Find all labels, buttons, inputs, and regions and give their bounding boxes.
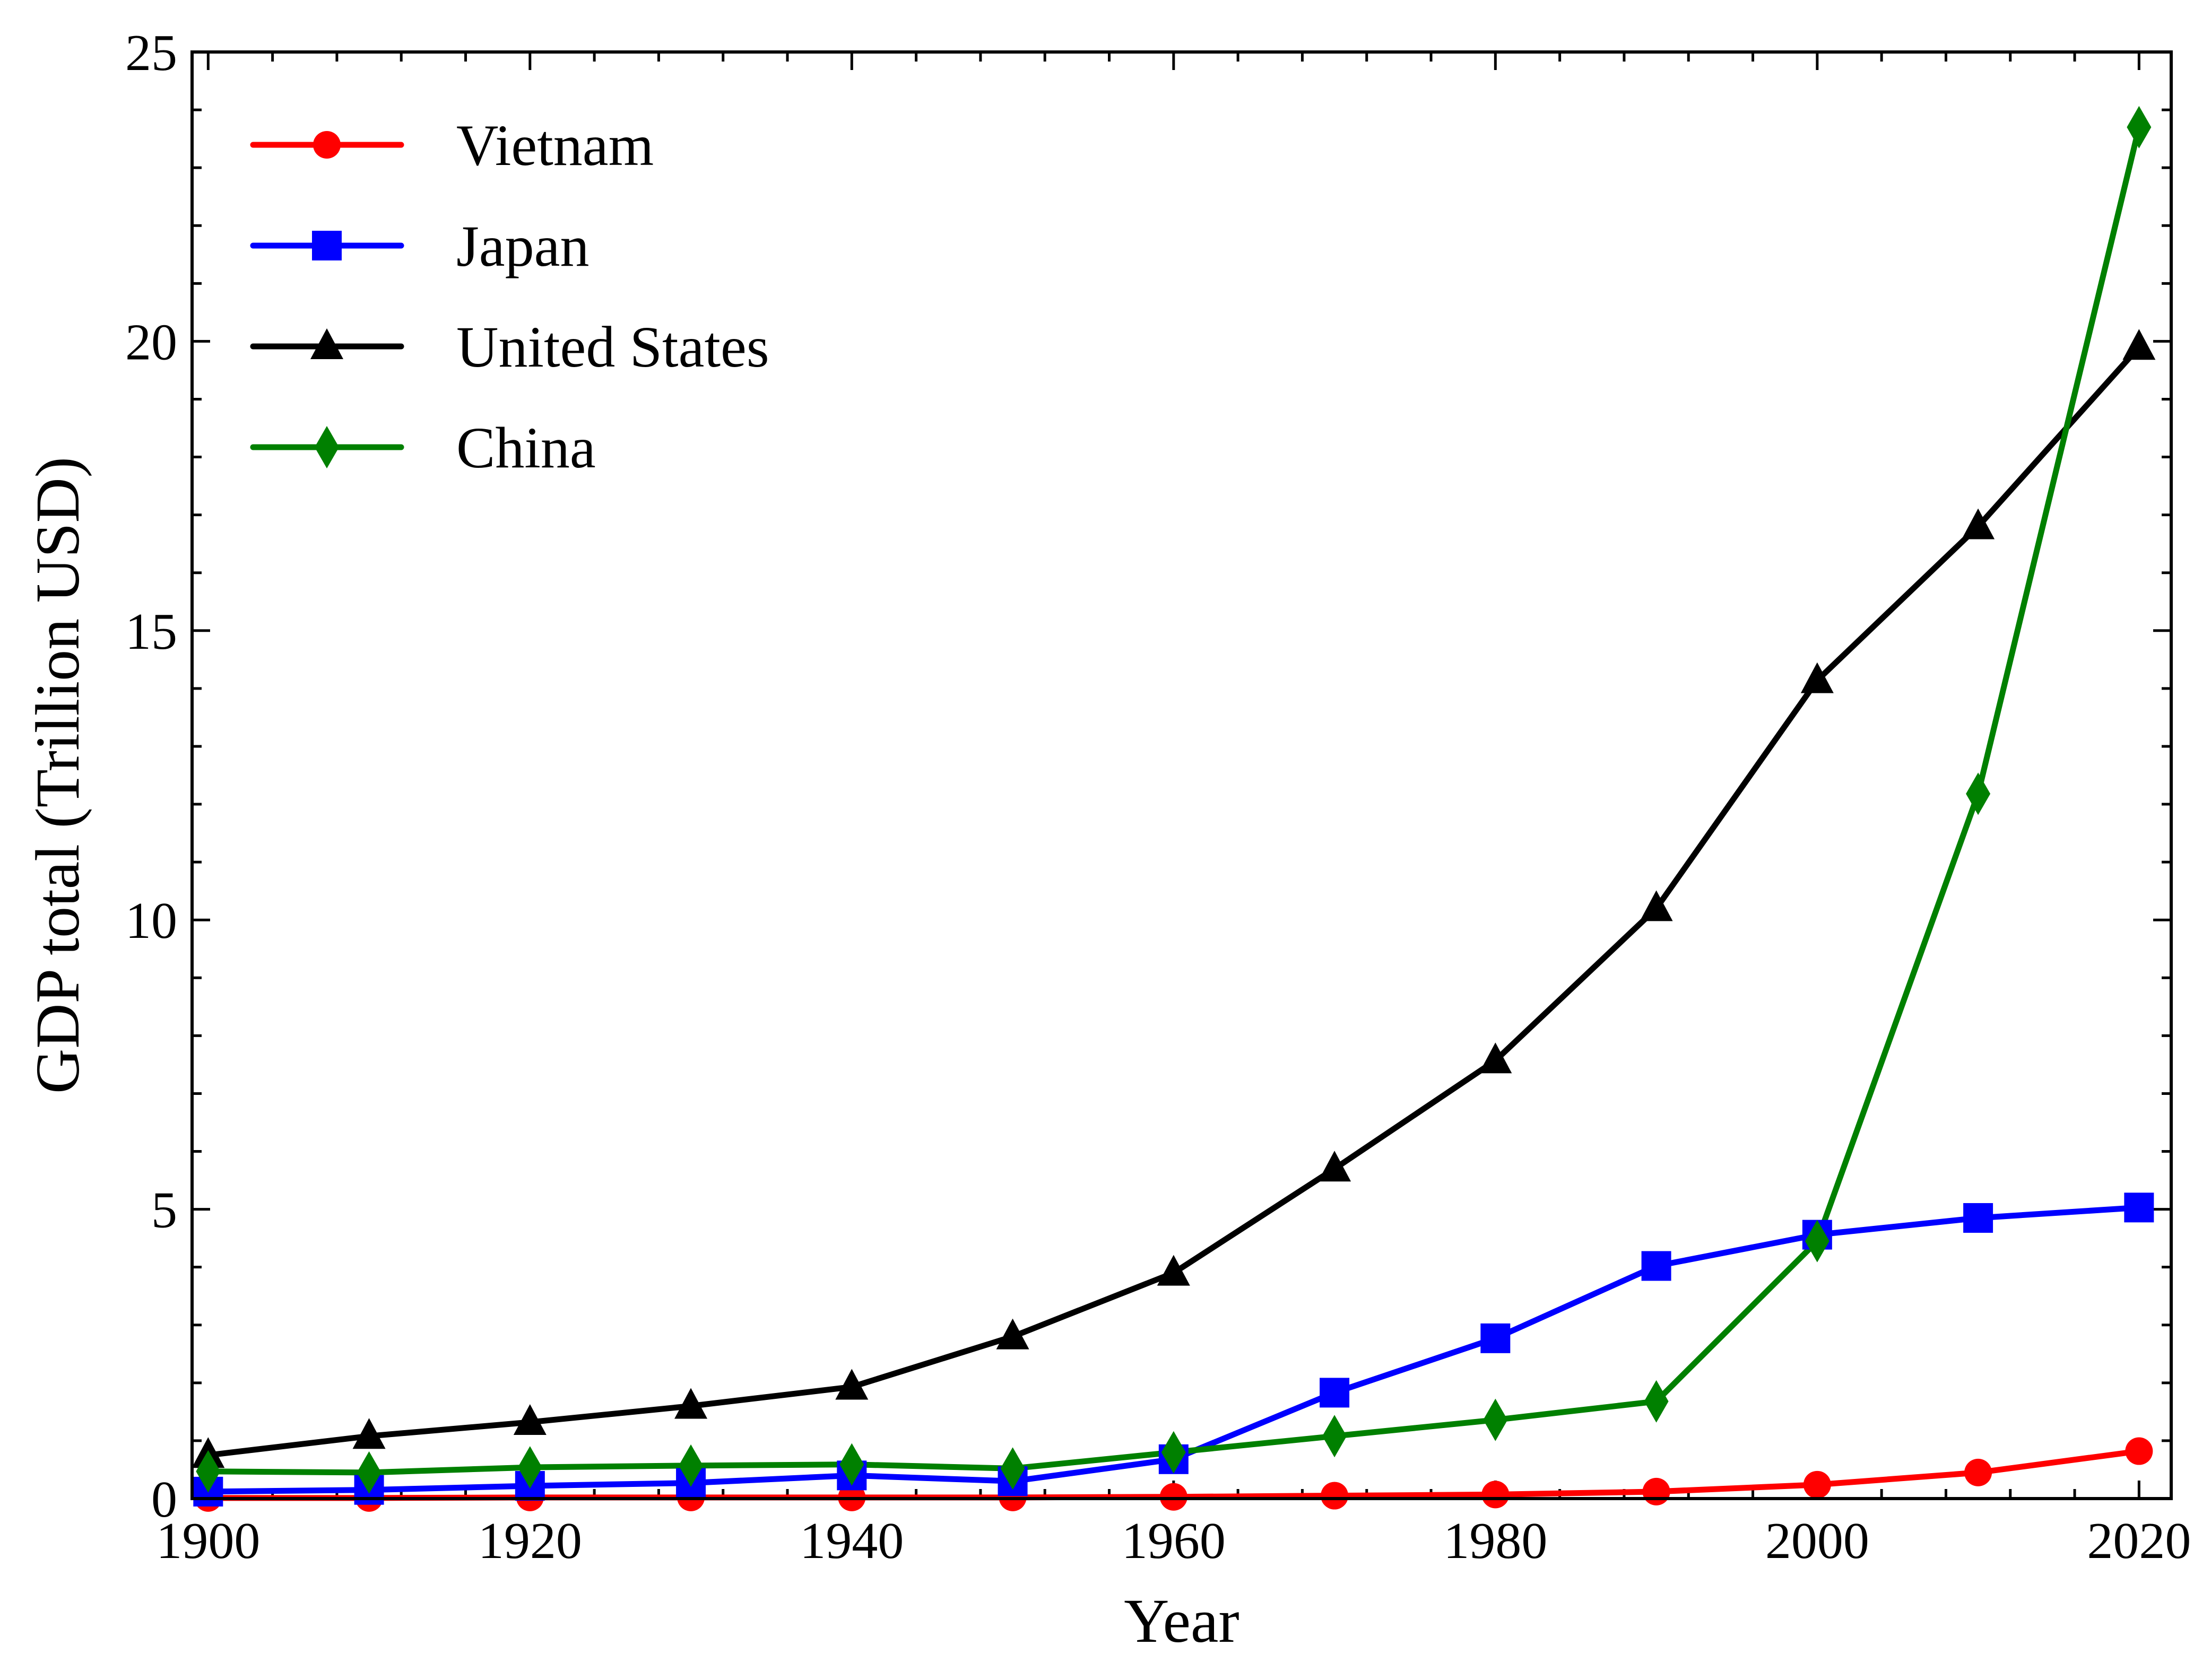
x-axis-title: Year — [1124, 1586, 1239, 1656]
data-point-vietnam — [2125, 1437, 2153, 1465]
data-point-china — [1161, 1431, 1186, 1474]
y-tick-label: 20 — [125, 314, 177, 371]
data-point-china — [196, 1450, 221, 1493]
data-point-united-states — [1640, 890, 1673, 921]
plot-area-frame — [190, 50, 2173, 1500]
data-point-united-states — [674, 1388, 708, 1419]
x-tick-label: 2000 — [1765, 1512, 1869, 1570]
data-point-china — [1644, 1380, 1669, 1423]
y-tick-label: 25 — [125, 24, 177, 82]
x-tick-label: 2020 — [2087, 1512, 2191, 1570]
data-point-vietnam — [1964, 1458, 1992, 1486]
data-point-japan — [1320, 1378, 1350, 1408]
legend-marker-japan — [312, 231, 342, 260]
y-axis-title: GDP total (Trillion USD) — [23, 457, 92, 1094]
data-point-united-states — [1157, 1255, 1190, 1286]
data-point-china — [1322, 1415, 1347, 1458]
data-point-united-states — [513, 1404, 547, 1435]
data-point-united-states — [996, 1318, 1029, 1350]
data-point-united-states — [2122, 329, 2156, 360]
data-point-japan — [1480, 1323, 1511, 1353]
legend: Vietnam Japan United States China — [250, 113, 769, 480]
data-point-japan — [1641, 1251, 1671, 1281]
data-point-united-states — [1962, 508, 1995, 539]
data-point-vietnam — [1642, 1477, 1670, 1505]
legend-label-china: China — [456, 415, 596, 480]
data-point-vietnam — [1321, 1482, 1349, 1510]
data-point-united-states — [835, 1369, 869, 1400]
data-point-united-states — [1800, 662, 1834, 693]
data-point-vietnam — [1159, 1483, 1187, 1511]
data-point-china — [1966, 772, 1991, 815]
legend-marker-vietnam — [313, 131, 341, 159]
data-point-china — [2127, 106, 2152, 149]
data-point-china — [839, 1443, 864, 1486]
data-point-united-states — [1479, 1042, 1512, 1074]
legend-marker-china — [315, 426, 339, 468]
legend-marker-united-states — [310, 328, 343, 359]
legend-label-vietnam: Vietnam — [456, 113, 654, 178]
data-point-china — [517, 1446, 542, 1489]
data-point-japan — [1963, 1203, 1993, 1233]
data-point-vietnam — [1481, 1481, 1510, 1509]
data-point-china — [1805, 1220, 1830, 1263]
y-tick-label: 0 — [151, 1471, 177, 1528]
data-point-united-states — [352, 1418, 386, 1449]
y-tick-label: 5 — [151, 1182, 177, 1239]
x-tick-label: 1900 — [156, 1512, 260, 1570]
y-tick-label: 10 — [125, 892, 177, 950]
data-point-vietnam — [1803, 1470, 1831, 1499]
x-tick-label: 1980 — [1443, 1512, 1547, 1570]
data-point-china — [1483, 1398, 1508, 1441]
data-point-china — [679, 1444, 704, 1487]
data-point-china — [1000, 1447, 1025, 1490]
data-point-united-states — [1318, 1151, 1351, 1182]
x-tick-label: 1920 — [478, 1512, 582, 1570]
legend-label-united-states: United States — [456, 315, 769, 379]
legend-label-japan: Japan — [456, 214, 589, 278]
data-point-china — [357, 1451, 381, 1494]
data-point-japan — [2124, 1192, 2154, 1223]
x-tick-label: 1940 — [800, 1512, 904, 1570]
x-tick-label: 1960 — [1122, 1512, 1226, 1570]
tick-labels: 0 5 10 15 20 25 1900 1920 1940 1960 1980 2000 2020 — [125, 24, 2191, 1570]
y-tick-label: 15 — [125, 603, 177, 660]
